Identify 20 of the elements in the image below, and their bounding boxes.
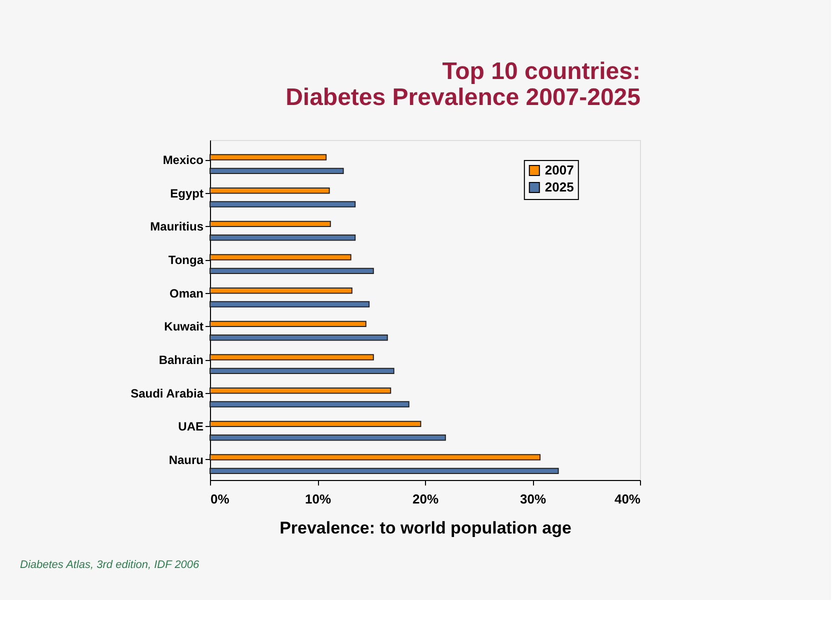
y-tick-label: Mexico <box>162 153 204 167</box>
x-tick-label: 0% <box>210 492 230 506</box>
x-tick-label: 20% <box>412 492 439 506</box>
y-tick-label: Egypt <box>170 186 204 200</box>
y-tick-label: Bahrain <box>158 353 204 367</box>
y-tick-label: Kuwait <box>164 320 204 334</box>
x-tick-label: 40% <box>614 492 641 506</box>
y-tick-label: Oman <box>169 286 204 300</box>
text: Diabetes Atlas, 3rd edition, IDF 2006 <box>20 559 200 571</box>
y-tick-label: UAE <box>178 420 204 434</box>
legend-label: 2007 <box>544 162 574 178</box>
x-tick-label: 30% <box>520 492 546 506</box>
x-tick-label: 10% <box>304 492 332 506</box>
y-tick-label: Tonga <box>168 253 204 267</box>
x-axis-title: Prevalence: to world population age <box>280 518 572 538</box>
y-tick-label: Nauru <box>168 453 204 467</box>
chart-title: Top 10 countries: Diabetes Prevalence 2007-2025 <box>286 58 640 111</box>
legend-label: 2025 <box>544 180 574 194</box>
y-tick-label: Mauritius <box>150 220 204 234</box>
y-tick-label: Saudi Arabia <box>130 386 204 400</box>
